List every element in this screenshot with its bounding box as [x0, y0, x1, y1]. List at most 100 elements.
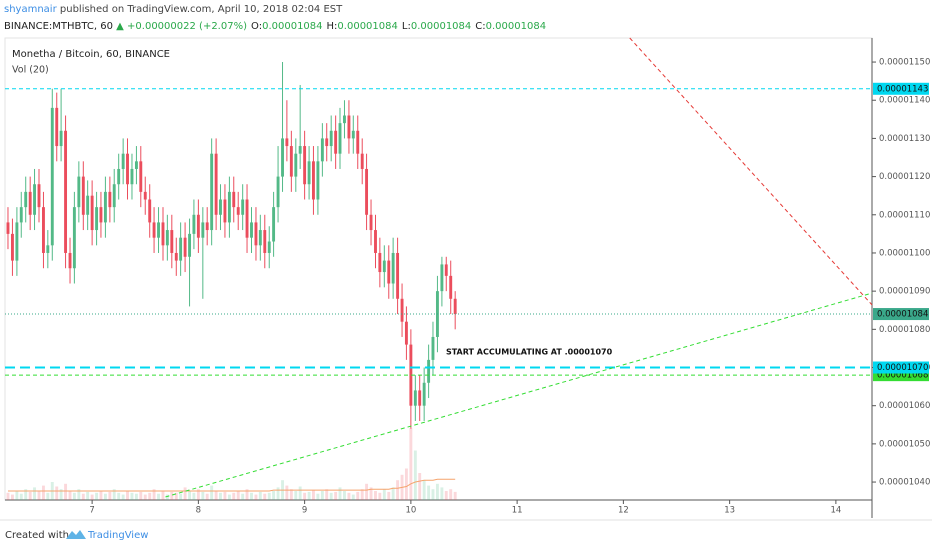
candle-body: [453, 298, 457, 315]
volume-bar: [121, 494, 125, 500]
x-tick-label: 8: [196, 506, 201, 516]
candle-body: [81, 176, 85, 215]
volume-bar: [267, 492, 271, 500]
candle-body: [223, 199, 227, 223]
ohlc-label: H:: [327, 21, 338, 32]
candle-body: [201, 222, 205, 238]
candle-body: [325, 138, 329, 147]
candle-body: [19, 207, 23, 223]
volume-bar: [179, 493, 183, 500]
candle-body: [427, 359, 431, 383]
candle-body: [86, 195, 90, 215]
ohlc-value: 0.00001084: [486, 21, 546, 32]
volume-bar: [19, 493, 23, 500]
candle-body: [64, 130, 68, 253]
volume-bar: [112, 489, 116, 500]
candle-body: [356, 130, 360, 154]
candle-body: [298, 146, 302, 154]
volume-bar: [192, 492, 196, 500]
volume-bar: [263, 493, 267, 500]
candle-body: [449, 275, 453, 299]
volume-bar: [365, 483, 369, 500]
candle-body: [10, 233, 14, 261]
volume-bar: [334, 491, 338, 500]
candle-body: [72, 207, 76, 269]
volume-bar: [236, 491, 240, 500]
volume-bar: [396, 480, 400, 500]
volume-bar: [382, 489, 386, 500]
candle-body: [117, 168, 121, 185]
volume-bar: [307, 491, 311, 500]
candle-body: [148, 199, 152, 223]
volume-bar: [10, 494, 14, 500]
volume-bar: [72, 492, 76, 500]
candle-body: [227, 191, 231, 223]
volume-bar: [86, 491, 90, 500]
candle-body: [351, 130, 355, 139]
candle-body: [285, 138, 289, 147]
volume-bar: [117, 492, 121, 500]
y-tick-label: 0.00001130: [879, 134, 930, 144]
volume-bar: [404, 468, 408, 500]
volume-bar: [272, 491, 276, 500]
change: ▲ +0.00000022 (+2.07%): [116, 21, 247, 32]
volume-bar: [453, 491, 457, 500]
volume-bar: [42, 485, 45, 500]
volume-bar: [378, 492, 382, 500]
price-label: 0.00001084: [877, 310, 928, 320]
candle-body: [316, 161, 320, 200]
candle-body: [360, 153, 364, 169]
candle-body: [152, 222, 156, 238]
volume-bar: [59, 489, 63, 500]
volume-bar: [205, 493, 209, 500]
volume-bar: [15, 491, 19, 500]
symbol: BINANCE:MTHBTC, 60: [4, 21, 113, 32]
volume-ma-line: [7, 478, 456, 492]
volume-bar: [188, 491, 192, 500]
candle-body: [37, 184, 41, 208]
volume-bar: [285, 485, 289, 500]
candle-body: [272, 207, 276, 242]
volume-bar: [418, 473, 422, 500]
volume-bar: [90, 494, 94, 500]
volume-bar: [210, 485, 214, 500]
candle-body: [112, 184, 116, 208]
volume-bar: [241, 493, 245, 500]
author[interactable]: shyamnair: [4, 4, 58, 15]
y-tick-label: 0.00001050: [879, 439, 930, 449]
footer-brand[interactable]: TradingView: [87, 530, 148, 541]
candle-body: [320, 138, 324, 162]
candle-body: [55, 107, 59, 147]
volume-bar: [369, 487, 373, 500]
candle-body: [170, 230, 174, 253]
candle-body: [219, 199, 222, 215]
volume-bar: [227, 494, 231, 500]
volume-bar: [157, 493, 160, 500]
ohlc-label: O:: [251, 21, 262, 32]
volume-bar: [24, 489, 28, 500]
annotation: START ACCUMULATING AT .00001070: [446, 348, 613, 357]
candle-body: [294, 153, 298, 177]
candle-body: [267, 241, 271, 253]
candle-body: [281, 138, 284, 177]
volume-bar: [245, 489, 249, 500]
candle-body: [250, 222, 253, 238]
candle-body: [108, 191, 112, 208]
price-label: 0.00001068: [877, 371, 928, 381]
x-tick-label: 10: [405, 506, 416, 516]
candle-body: [157, 222, 160, 238]
volume-bar: [444, 491, 448, 500]
volume-bar: [126, 491, 129, 500]
volume-bar: [139, 491, 143, 500]
volume-bar: [46, 492, 50, 500]
volume-bar: [33, 487, 36, 500]
x-tick-label: 11: [512, 506, 523, 516]
volume-bar: [294, 491, 298, 500]
volume-bar: [214, 491, 218, 500]
candle-body: [241, 199, 245, 215]
candle-body: [374, 230, 377, 253]
volume-bar: [427, 485, 431, 500]
publish-line: shyamnair published on TradingView.com, …: [4, 4, 343, 15]
candle-body: [139, 161, 143, 192]
